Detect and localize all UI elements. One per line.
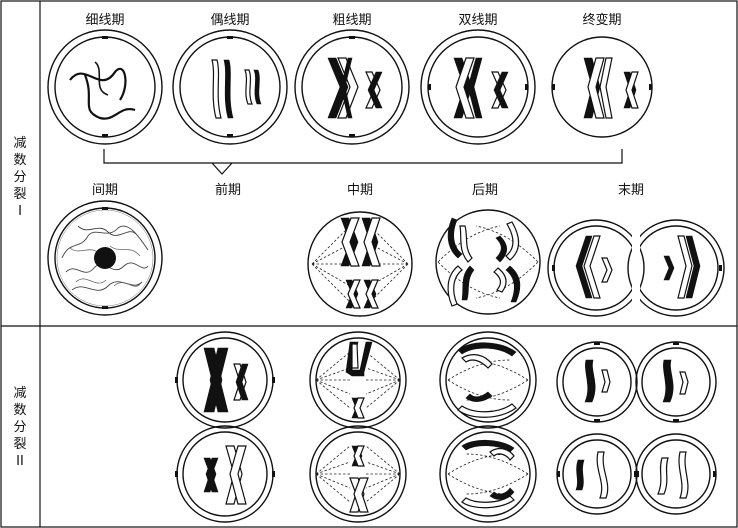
svg-text:分: 分	[13, 170, 26, 185]
cell-metaphase-1	[307, 211, 413, 317]
cell-prophase-2b	[175, 425, 275, 523]
row-label-meiosis1: 减 数 分 裂 I	[13, 136, 26, 219]
cell-telophase-2b	[635, 341, 717, 423]
cell-telophase-2d	[635, 433, 717, 515]
cell-diplotene	[420, 29, 536, 145]
svg-text:分: 分	[13, 420, 26, 435]
svg-text:裂: 裂	[13, 437, 26, 452]
cell-metaphase-2b	[309, 425, 407, 523]
label-zygotene: 偶线期	[210, 13, 249, 28]
cell-anaphase-1	[435, 209, 541, 315]
cell-prophase-2a	[175, 331, 275, 429]
cell-metaphase-2a	[309, 331, 407, 429]
label-anaphase: 后期	[472, 183, 498, 198]
cell-zygotene	[172, 29, 288, 145]
label-diakinesis: 终变期	[582, 12, 621, 28]
cell-leptotene	[47, 29, 163, 145]
label-diplotene: 双线期	[458, 13, 497, 28]
cell-telophase-2a	[556, 341, 638, 423]
cell-anaphase-2a	[439, 331, 537, 429]
cell-telophase-2c	[556, 433, 638, 515]
cell-interphase	[47, 200, 163, 316]
row-label-meiosis2: 减 数 分 裂 II	[13, 386, 26, 469]
label-leptotene: 细线期	[85, 13, 124, 28]
svg-text:减: 减	[13, 136, 26, 151]
label-pachytene: 粗线期	[332, 13, 371, 28]
cell-pachytene	[294, 29, 410, 145]
cell-diakinesis	[551, 36, 653, 138]
label-prophase: 前期	[215, 182, 241, 198]
cell-anaphase-2b	[439, 425, 537, 523]
label-metaphase: 中期	[347, 183, 373, 198]
label-interphase: 间期	[92, 183, 118, 198]
svg-text:I: I	[18, 204, 22, 219]
svg-text:数: 数	[13, 153, 26, 168]
label-telophase: 末期	[618, 183, 644, 198]
svg-text:裂: 裂	[13, 187, 26, 202]
svg-text:减: 减	[13, 386, 26, 401]
svg-text:数: 数	[13, 403, 26, 418]
cell-telophase-1	[547, 219, 725, 317]
prophase-bracket	[103, 149, 623, 175]
svg-text:II: II	[16, 454, 24, 469]
